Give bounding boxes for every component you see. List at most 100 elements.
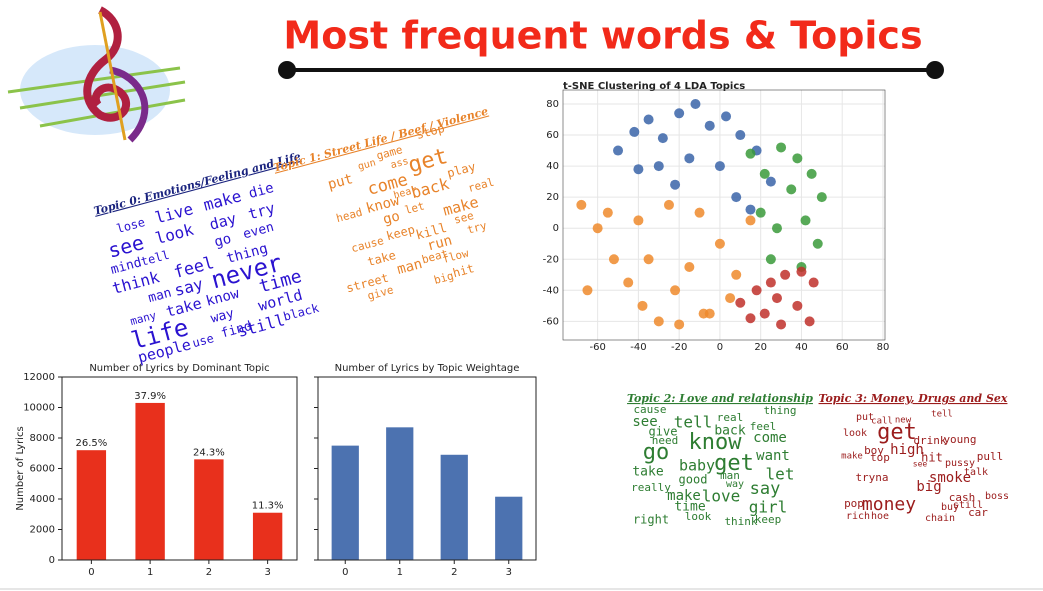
point [653, 316, 664, 327]
point [776, 319, 787, 330]
bar-annotation: 37.9% [134, 391, 166, 402]
word: pop [844, 497, 864, 510]
x-tick-label: 40 [795, 342, 808, 353]
y-tick-label: -20 [543, 254, 559, 265]
word: time [674, 500, 705, 515]
point [582, 285, 593, 296]
word: man [395, 256, 424, 278]
point [771, 223, 782, 234]
x-tick-label: 0 [342, 567, 348, 578]
point [623, 277, 634, 288]
point [704, 308, 715, 319]
y-tick-label: 0 [49, 555, 55, 566]
bar [495, 496, 523, 560]
point [731, 192, 742, 203]
word: let [403, 199, 426, 217]
word: rich [846, 511, 870, 522]
point [657, 133, 668, 144]
word: boss [985, 491, 1009, 502]
point [765, 176, 776, 187]
point [771, 293, 782, 304]
bar [440, 454, 468, 560]
bar [252, 512, 283, 560]
point [786, 184, 797, 195]
point [684, 153, 695, 164]
point [745, 313, 756, 324]
word: big [432, 269, 455, 287]
point [725, 293, 736, 304]
word: top [870, 451, 890, 464]
word: know [689, 430, 743, 455]
point [735, 297, 746, 308]
bar [386, 427, 414, 560]
y-tick-label: -40 [543, 285, 559, 296]
logo-line [7, 66, 181, 94]
word: young [943, 433, 976, 446]
bar-annotation: 26.5% [75, 438, 107, 449]
point [637, 300, 648, 311]
logo-clef [109, 66, 149, 143]
word: way [726, 479, 744, 490]
x-tick-label: 2 [451, 567, 457, 578]
point [765, 254, 776, 265]
logo-clef [83, 6, 130, 122]
word: really [631, 481, 671, 494]
y-tick-label: 10000 [23, 403, 55, 414]
chart-title: t-SNE Clustering of 4 LDA Topics [563, 81, 745, 92]
point [592, 223, 603, 234]
word: get [714, 451, 754, 476]
word: cause [633, 403, 666, 416]
word: tell [674, 413, 713, 432]
word: get [877, 420, 917, 445]
x-tick-label: 20 [754, 342, 767, 353]
word: die [247, 180, 276, 202]
word: thing [763, 404, 796, 417]
page-title: Most frequent words & Topics [283, 14, 922, 58]
point [808, 277, 819, 288]
word-cloud-title: Topic 2: Love and relationship [627, 392, 813, 405]
x-tick-label: 0 [88, 567, 94, 578]
word: look [843, 428, 867, 439]
bar-annotation: 24.3% [193, 447, 225, 458]
x-tick-label: 1 [397, 567, 403, 578]
word: let [766, 465, 795, 484]
logo-line [19, 80, 186, 110]
rule-dot [926, 61, 944, 79]
word: back [714, 424, 745, 439]
word: hoe [871, 511, 889, 522]
x-tick-label: 3 [506, 567, 512, 578]
word: take [632, 465, 663, 480]
logo [7, 6, 186, 143]
y-tick-label: 4000 [30, 494, 55, 505]
y-tick-label: 2000 [30, 525, 55, 536]
word: chain [925, 513, 955, 524]
word: look [685, 510, 712, 523]
point [690, 98, 701, 109]
point [812, 238, 823, 249]
word: go [381, 208, 401, 228]
word: talk [964, 467, 988, 478]
point [613, 145, 624, 156]
x-tick-label: 3 [264, 567, 270, 578]
plot-frame [562, 89, 886, 341]
word: buy [941, 502, 959, 513]
word: hit [451, 261, 476, 280]
x-tick-label: -40 [630, 342, 646, 353]
bar [194, 459, 224, 560]
y-tick-label: 20 [546, 192, 559, 203]
point [674, 319, 685, 330]
point [745, 148, 756, 159]
x-tick-label: 1 [147, 567, 153, 578]
point [792, 300, 803, 311]
point [653, 161, 664, 172]
word: see [632, 414, 657, 430]
word: pussy [945, 458, 975, 469]
point [751, 285, 762, 296]
y-tick-label: 6000 [30, 464, 55, 475]
x-tick-label: 0 [717, 342, 723, 353]
point [735, 130, 746, 141]
point [792, 153, 803, 164]
